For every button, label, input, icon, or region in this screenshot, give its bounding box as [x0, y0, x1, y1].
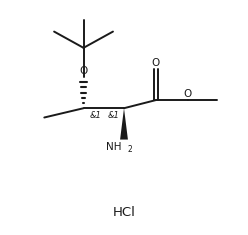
Text: 2: 2: [128, 145, 132, 154]
Text: O: O: [184, 89, 192, 99]
Text: NH: NH: [106, 142, 121, 152]
Text: O: O: [79, 66, 88, 76]
Text: &1: &1: [107, 110, 119, 120]
Polygon shape: [120, 108, 128, 140]
Text: &1: &1: [90, 110, 101, 120]
Text: O: O: [152, 58, 160, 68]
Text: HCl: HCl: [113, 206, 135, 219]
